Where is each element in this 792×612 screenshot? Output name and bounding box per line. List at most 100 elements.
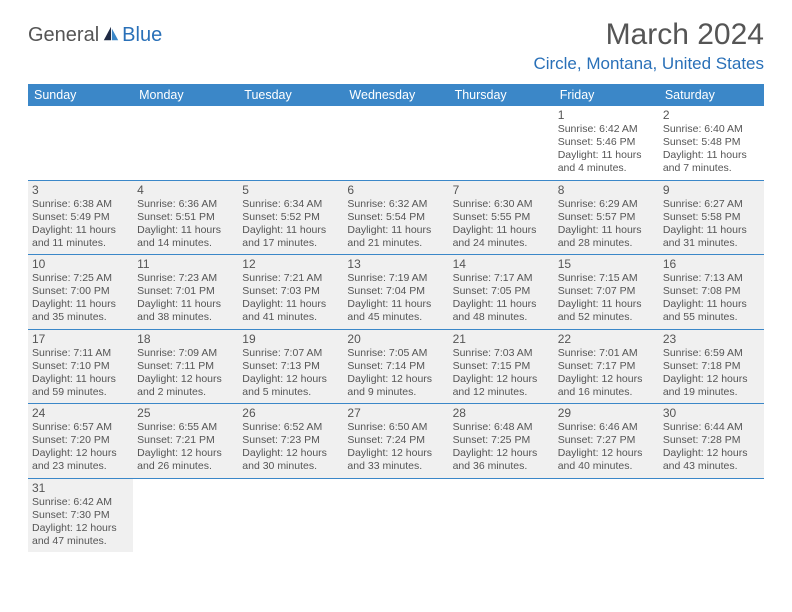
calendar-cell bbox=[343, 106, 448, 180]
daylight1-line: Daylight: 12 hours bbox=[32, 522, 129, 535]
sunrise-line: Sunrise: 7:23 AM bbox=[137, 272, 234, 285]
sunrise-line: Sunrise: 6:40 AM bbox=[663, 123, 760, 136]
day-number: 24 bbox=[32, 406, 129, 420]
day-number: 18 bbox=[137, 332, 234, 346]
calendar-cell: 2Sunrise: 6:40 AMSunset: 5:48 PMDaylight… bbox=[659, 106, 764, 180]
daylight2-line: and 47 minutes. bbox=[32, 535, 129, 548]
daylight1-line: Daylight: 12 hours bbox=[347, 373, 444, 386]
sunset-line: Sunset: 5:54 PM bbox=[347, 211, 444, 224]
daylight2-line: and 5 minutes. bbox=[242, 386, 339, 399]
sunset-line: Sunset: 5:48 PM bbox=[663, 136, 760, 149]
day-number: 9 bbox=[663, 183, 760, 197]
day-number: 26 bbox=[242, 406, 339, 420]
day-header: Thursday bbox=[449, 84, 554, 106]
daylight2-line: and 31 minutes. bbox=[663, 237, 760, 250]
calendar-cell: 14Sunrise: 7:17 AMSunset: 7:05 PMDayligh… bbox=[449, 255, 554, 329]
sunrise-line: Sunrise: 6:55 AM bbox=[137, 421, 234, 434]
sunrise-line: Sunrise: 7:01 AM bbox=[558, 347, 655, 360]
day-header: Saturday bbox=[659, 84, 764, 106]
calendar-cell: 4Sunrise: 6:36 AMSunset: 5:51 PMDaylight… bbox=[133, 181, 238, 255]
location: Circle, Montana, United States bbox=[533, 54, 764, 74]
sunset-line: Sunset: 7:03 PM bbox=[242, 285, 339, 298]
daylight2-line: and 11 minutes. bbox=[32, 237, 129, 250]
calendar-cell: 27Sunrise: 6:50 AMSunset: 7:24 PMDayligh… bbox=[343, 404, 448, 478]
calendar-cell bbox=[133, 479, 238, 553]
calendar-cell bbox=[133, 106, 238, 180]
sunrise-line: Sunrise: 6:38 AM bbox=[32, 198, 129, 211]
calendar-cell bbox=[28, 106, 133, 180]
calendar-cell: 3Sunrise: 6:38 AMSunset: 5:49 PMDaylight… bbox=[28, 181, 133, 255]
daylight2-line: and 33 minutes. bbox=[347, 460, 444, 473]
sunset-line: Sunset: 7:30 PM bbox=[32, 509, 129, 522]
day-number: 5 bbox=[242, 183, 339, 197]
daylight1-line: Daylight: 11 hours bbox=[32, 224, 129, 237]
sunrise-line: Sunrise: 6:30 AM bbox=[453, 198, 550, 211]
week-row: 31Sunrise: 6:42 AMSunset: 7:30 PMDayligh… bbox=[28, 479, 764, 553]
sunset-line: Sunset: 5:55 PM bbox=[453, 211, 550, 224]
day-header: Monday bbox=[133, 84, 238, 106]
sunrise-line: Sunrise: 6:44 AM bbox=[663, 421, 760, 434]
sunset-line: Sunset: 5:51 PM bbox=[137, 211, 234, 224]
calendar-cell bbox=[659, 479, 764, 553]
calendar-cell bbox=[238, 479, 343, 553]
sunrise-line: Sunrise: 6:34 AM bbox=[242, 198, 339, 211]
sunset-line: Sunset: 7:23 PM bbox=[242, 434, 339, 447]
sunset-line: Sunset: 7:04 PM bbox=[347, 285, 444, 298]
day-header: Sunday bbox=[28, 84, 133, 106]
sunrise-line: Sunrise: 6:32 AM bbox=[347, 198, 444, 211]
calendar-cell bbox=[449, 479, 554, 553]
calendar: SundayMondayTuesdayWednesdayThursdayFrid… bbox=[28, 84, 764, 552]
daylight1-line: Daylight: 12 hours bbox=[242, 373, 339, 386]
day-number: 16 bbox=[663, 257, 760, 271]
day-number: 30 bbox=[663, 406, 760, 420]
sunset-line: Sunset: 7:21 PM bbox=[137, 434, 234, 447]
sunrise-line: Sunrise: 6:59 AM bbox=[663, 347, 760, 360]
daylight1-line: Daylight: 11 hours bbox=[663, 298, 760, 311]
daylight1-line: Daylight: 11 hours bbox=[32, 298, 129, 311]
daylight2-line: and 17 minutes. bbox=[242, 237, 339, 250]
day-number: 19 bbox=[242, 332, 339, 346]
calendar-cell: 20Sunrise: 7:05 AMSunset: 7:14 PMDayligh… bbox=[343, 330, 448, 404]
daylight1-line: Daylight: 12 hours bbox=[558, 373, 655, 386]
sunset-line: Sunset: 7:07 PM bbox=[558, 285, 655, 298]
calendar-cell bbox=[554, 479, 659, 553]
week-row: 3Sunrise: 6:38 AMSunset: 5:49 PMDaylight… bbox=[28, 181, 764, 256]
day-number: 14 bbox=[453, 257, 550, 271]
daylight1-line: Daylight: 12 hours bbox=[242, 447, 339, 460]
daylight1-line: Daylight: 12 hours bbox=[663, 373, 760, 386]
calendar-cell: 18Sunrise: 7:09 AMSunset: 7:11 PMDayligh… bbox=[133, 330, 238, 404]
daylight2-line: and 38 minutes. bbox=[137, 311, 234, 324]
sunrise-line: Sunrise: 7:17 AM bbox=[453, 272, 550, 285]
sunset-line: Sunset: 7:11 PM bbox=[137, 360, 234, 373]
daylight2-line: and 30 minutes. bbox=[242, 460, 339, 473]
sunrise-line: Sunrise: 7:15 AM bbox=[558, 272, 655, 285]
day-number: 31 bbox=[32, 481, 129, 495]
daylight2-line: and 23 minutes. bbox=[32, 460, 129, 473]
sunset-line: Sunset: 5:46 PM bbox=[558, 136, 655, 149]
logo-text-general: General bbox=[28, 24, 99, 47]
sunset-line: Sunset: 7:01 PM bbox=[137, 285, 234, 298]
calendar-cell: 10Sunrise: 7:25 AMSunset: 7:00 PMDayligh… bbox=[28, 255, 133, 329]
sunrise-line: Sunrise: 6:52 AM bbox=[242, 421, 339, 434]
day-number: 12 bbox=[242, 257, 339, 271]
sunrise-line: Sunrise: 6:57 AM bbox=[32, 421, 129, 434]
day-number: 21 bbox=[453, 332, 550, 346]
calendar-cell: 11Sunrise: 7:23 AMSunset: 7:01 PMDayligh… bbox=[133, 255, 238, 329]
calendar-cell: 7Sunrise: 6:30 AMSunset: 5:55 PMDaylight… bbox=[449, 181, 554, 255]
sunset-line: Sunset: 7:14 PM bbox=[347, 360, 444, 373]
sunrise-line: Sunrise: 7:25 AM bbox=[32, 272, 129, 285]
daylight1-line: Daylight: 12 hours bbox=[558, 447, 655, 460]
calendar-cell: 17Sunrise: 7:11 AMSunset: 7:10 PMDayligh… bbox=[28, 330, 133, 404]
day-number: 25 bbox=[137, 406, 234, 420]
day-number: 27 bbox=[347, 406, 444, 420]
daylight2-line: and 40 minutes. bbox=[558, 460, 655, 473]
day-number: 15 bbox=[558, 257, 655, 271]
sunrise-line: Sunrise: 7:13 AM bbox=[663, 272, 760, 285]
week-row: 24Sunrise: 6:57 AMSunset: 7:20 PMDayligh… bbox=[28, 404, 764, 479]
daylight2-line: and 7 minutes. bbox=[663, 162, 760, 175]
day-number: 11 bbox=[137, 257, 234, 271]
calendar-cell: 8Sunrise: 6:29 AMSunset: 5:57 PMDaylight… bbox=[554, 181, 659, 255]
daylight2-line: and 45 minutes. bbox=[347, 311, 444, 324]
daylight1-line: Daylight: 11 hours bbox=[137, 298, 234, 311]
daylight1-line: Daylight: 12 hours bbox=[663, 447, 760, 460]
